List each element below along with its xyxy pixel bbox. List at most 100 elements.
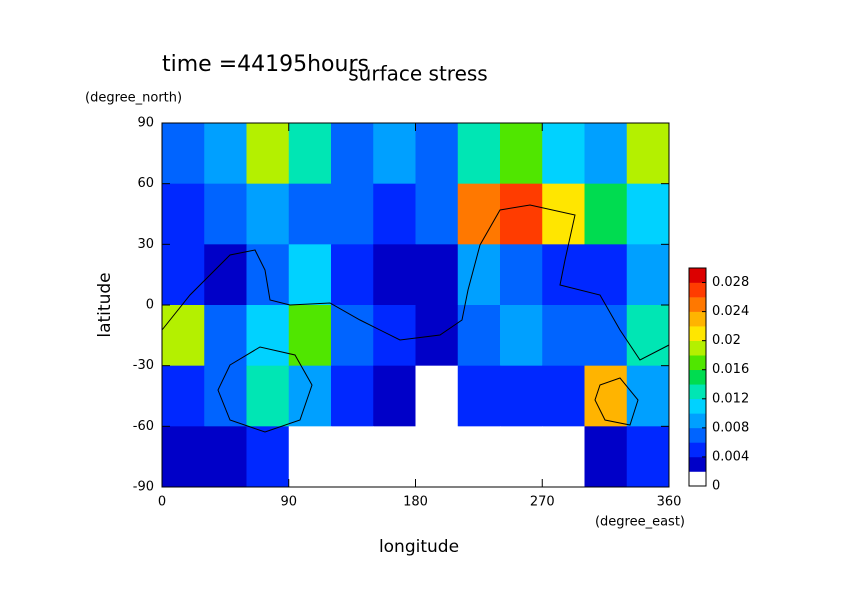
cell	[500, 426, 543, 488]
cell	[584, 244, 628, 306]
cell	[542, 123, 585, 185]
cell	[331, 244, 374, 306]
x-tick-label: 90	[280, 495, 297, 510]
cell	[162, 123, 205, 185]
colorbar-swatch	[689, 398, 706, 414]
x-tick-label: 360	[657, 495, 682, 510]
cell	[204, 244, 247, 306]
colorbar-tick-label: 0.02	[712, 333, 741, 348]
cell	[331, 426, 374, 488]
x-tick-label: 180	[403, 495, 428, 510]
coastline	[161, 204, 670, 433]
cell	[204, 183, 247, 245]
cell	[500, 183, 543, 245]
cell	[246, 365, 290, 427]
cell	[288, 305, 332, 367]
cell	[542, 183, 585, 245]
x-tick-label: 270	[530, 495, 555, 510]
cell	[626, 183, 670, 245]
y-tick-label: 90	[137, 116, 154, 131]
y-tick-label: 30	[137, 237, 154, 252]
cell	[415, 365, 459, 427]
cell	[373, 305, 416, 367]
cell	[162, 426, 205, 488]
cell	[246, 426, 290, 488]
cell	[246, 305, 290, 367]
cell	[288, 426, 332, 488]
colorbar-swatch	[689, 369, 706, 385]
colorbar-tick-label: 0.012	[712, 391, 749, 406]
cell	[204, 426, 247, 488]
cell	[584, 183, 628, 245]
coastline	[161, 204, 670, 361]
cell	[162, 305, 205, 367]
cell	[626, 426, 670, 488]
cell	[457, 305, 501, 367]
cell	[373, 426, 416, 488]
y-tick-label: -60	[133, 419, 154, 434]
cell	[542, 365, 585, 427]
colorbar-tick-label: 0.016	[712, 362, 749, 377]
cell	[500, 123, 543, 185]
colorbar-swatch	[689, 282, 706, 298]
cell	[288, 123, 332, 185]
cell	[288, 244, 332, 306]
cell	[457, 183, 501, 245]
cell	[162, 183, 205, 245]
x-axis-label: longitude	[379, 537, 459, 557]
cell	[457, 365, 501, 427]
colorbar-swatch	[689, 427, 706, 443]
y-unit: (degree_north)	[85, 91, 182, 106]
colorbar-swatch	[689, 442, 706, 458]
chart-title: surface stress	[348, 62, 487, 86]
colorbar-swatch	[689, 456, 706, 472]
cell	[626, 305, 670, 367]
cell	[542, 244, 585, 306]
cell	[204, 365, 247, 427]
cell	[415, 426, 459, 488]
cell	[457, 244, 501, 306]
cell	[542, 426, 585, 488]
cell	[204, 123, 247, 185]
cell	[162, 244, 205, 306]
colorbar-swatch	[689, 355, 706, 371]
cell	[415, 244, 459, 306]
colorbar-swatch	[689, 471, 706, 487]
cell	[373, 244, 416, 306]
colorbar-swatch	[689, 413, 706, 429]
cell	[331, 183, 374, 245]
colorbar-swatch	[689, 384, 706, 400]
colorbar-swatch	[689, 326, 706, 341]
cell	[542, 305, 585, 367]
colorbar-swatch	[689, 340, 706, 356]
cell	[373, 123, 416, 185]
x-tick-label: 0	[158, 495, 166, 510]
cell	[331, 305, 374, 367]
colorbar-frame	[688, 267, 707, 487]
cell	[373, 183, 416, 245]
colorbar-tick-label: 0.028	[712, 275, 749, 290]
cell	[500, 244, 543, 306]
subtitle: time =44195hours	[162, 52, 369, 77]
colorbar-swatch	[689, 297, 706, 312]
cell	[331, 123, 374, 185]
cell	[500, 365, 543, 427]
y-axis-label: latitude	[95, 272, 115, 337]
cell	[373, 365, 416, 427]
cell	[331, 365, 374, 427]
cell	[584, 426, 628, 488]
colorbar-swatch	[689, 268, 706, 283]
cell	[288, 365, 332, 427]
cell	[626, 123, 670, 185]
y-tick-label: -90	[133, 480, 154, 495]
cell	[204, 305, 247, 367]
coastline	[594, 377, 639, 426]
cell	[626, 365, 670, 427]
y-tick-label: 60	[137, 176, 154, 191]
cell	[500, 305, 543, 367]
colorbar-tick-label: 0.008	[712, 420, 749, 435]
cell	[626, 244, 670, 306]
cell	[415, 123, 459, 185]
colorbar-tick-label: 0.004	[712, 449, 749, 464]
